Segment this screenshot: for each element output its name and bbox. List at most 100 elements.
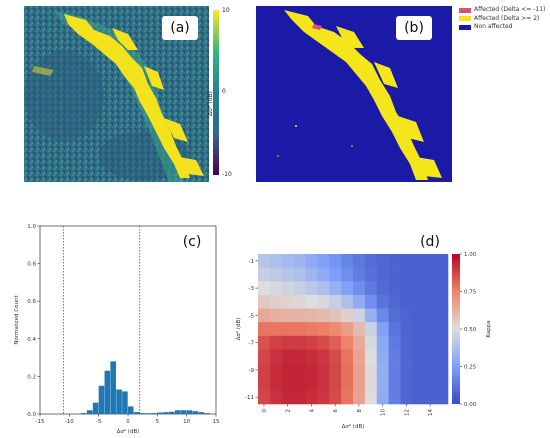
histogram-bar [104, 370, 111, 414]
heatmap-cell [412, 322, 425, 337]
heatmap-cell [305, 322, 318, 337]
heatmap-cell [281, 335, 294, 350]
colorbar-a [213, 10, 219, 175]
heatmap-cell [436, 294, 449, 309]
x-tick-label: 0 [126, 419, 130, 425]
y-tick-label: -9 [249, 368, 255, 374]
heatmap-cell [317, 335, 330, 350]
heatmap-cell [329, 376, 342, 391]
heatmap-cell [293, 322, 306, 337]
heatmap-cell [412, 390, 425, 405]
legend-label-affected-low: Affected (Delta <= -11) [474, 6, 546, 13]
heatmap-cell [329, 294, 342, 309]
histogram-bar [169, 411, 175, 414]
heatmap-cell [412, 349, 425, 364]
heatmap-cell [436, 308, 449, 323]
heatmap-cell [258, 254, 271, 268]
legend-item-affected-low: Affected (Delta <= -11) [459, 6, 545, 15]
affected-map-image [256, 6, 452, 182]
heatmap-cell [400, 322, 413, 337]
heatmap-cell [293, 363, 306, 378]
heatmap-cell [436, 376, 449, 391]
colorbar-a-label: Δσ⁰ (dB) [207, 91, 214, 116]
heatmap-cell [258, 363, 271, 378]
heatmap-cell [341, 363, 354, 378]
panel-b: (b) [256, 0, 550, 185]
heatmap-cell [281, 390, 294, 405]
heatmap-cell [305, 308, 318, 323]
colorbar-tick-label: 0.75 [464, 290, 477, 296]
heatmap-cell [364, 322, 378, 337]
heatmap-cell [281, 267, 294, 282]
x-tick-label: 4 [309, 409, 315, 413]
histogram-bar [192, 411, 199, 414]
colorbar-tick-label: 0.50 [464, 327, 477, 333]
legend-b: Affected (Delta <= -11) Affected (Delta … [459, 6, 545, 32]
heatmap-cell [424, 390, 437, 405]
histogram-bar [186, 410, 193, 414]
heatmap-cell [281, 376, 294, 391]
panel-b-tag: (b) [396, 16, 432, 40]
heatmap-cell [376, 294, 389, 309]
heatmap-cell [305, 349, 318, 364]
heatmap-cell [412, 335, 425, 350]
heatmap-cell [293, 308, 306, 323]
heatmap-cell [293, 376, 306, 391]
colorbar-label: Kappa [486, 320, 492, 337]
heatmap-cell [317, 267, 330, 282]
colorbar-tick-label: 0.00 [464, 402, 477, 408]
heatmap-cell [388, 322, 401, 337]
y-tick-label: 0.2 [27, 374, 36, 380]
x-tick-label: -5 [96, 419, 102, 425]
heatmap-cell [353, 322, 366, 337]
histogram-bar [133, 412, 140, 414]
heatmap-cell [341, 335, 354, 350]
heatmap-cell [412, 363, 425, 378]
heatmap-cell [364, 294, 378, 309]
heatmap-cell [293, 335, 306, 350]
histogram-bar [145, 413, 152, 414]
x-tick-label: 5 [156, 419, 160, 425]
legend-label-non-affected: Non affected [474, 23, 513, 31]
heatmap-cell [269, 254, 283, 268]
histogram-bar [110, 361, 116, 414]
histogram-bar [92, 402, 99, 414]
heatmap-cell [269, 294, 283, 309]
panel-a: (a) 10 0 -10 Δσ⁰ (dB) [0, 0, 270, 185]
x-tick-label: 12 [404, 409, 410, 416]
heatmap-cell [400, 308, 413, 323]
heatmap-cell [305, 390, 318, 405]
heatmap-cell [258, 349, 271, 364]
x-tick-label: -15 [36, 419, 45, 425]
colorbar-a-min: -10 [222, 171, 232, 178]
heatmap-cell [329, 281, 342, 296]
heatmap-cell [317, 308, 330, 323]
legend-swatch-affected-high [459, 16, 471, 22]
x-tick-label: 0 [262, 409, 268, 413]
y-tick-label: 1.0 [27, 224, 36, 230]
heatmap-cell [269, 376, 283, 391]
heatmap-cell [424, 376, 437, 391]
histogram-bar [128, 406, 134, 414]
heatmap-cell [353, 349, 366, 364]
heatmap-cell [376, 322, 389, 337]
histogram-bar [98, 385, 105, 414]
heatmap-cell [424, 281, 437, 296]
heatmap-cell [412, 267, 425, 282]
heatmap-cell [269, 335, 283, 350]
heatmap-cell [269, 363, 283, 378]
heatmap-cell [305, 254, 318, 268]
heatmap-cell [424, 322, 437, 337]
heatmap-cell [305, 281, 318, 296]
histogram-bar [174, 410, 181, 414]
x-axis-label: Δσ⁰ (dB) [342, 423, 365, 430]
heatmap-cell [400, 390, 413, 405]
heatmap-cell [424, 308, 437, 323]
heatmap-cell [269, 281, 283, 296]
heatmap-cell [436, 267, 449, 282]
heatmap-cell [281, 308, 294, 323]
heatmap-cell [269, 349, 283, 364]
heatmap-cell [412, 376, 425, 391]
heatmap-cell [269, 390, 283, 405]
histogram-bar [151, 413, 158, 414]
